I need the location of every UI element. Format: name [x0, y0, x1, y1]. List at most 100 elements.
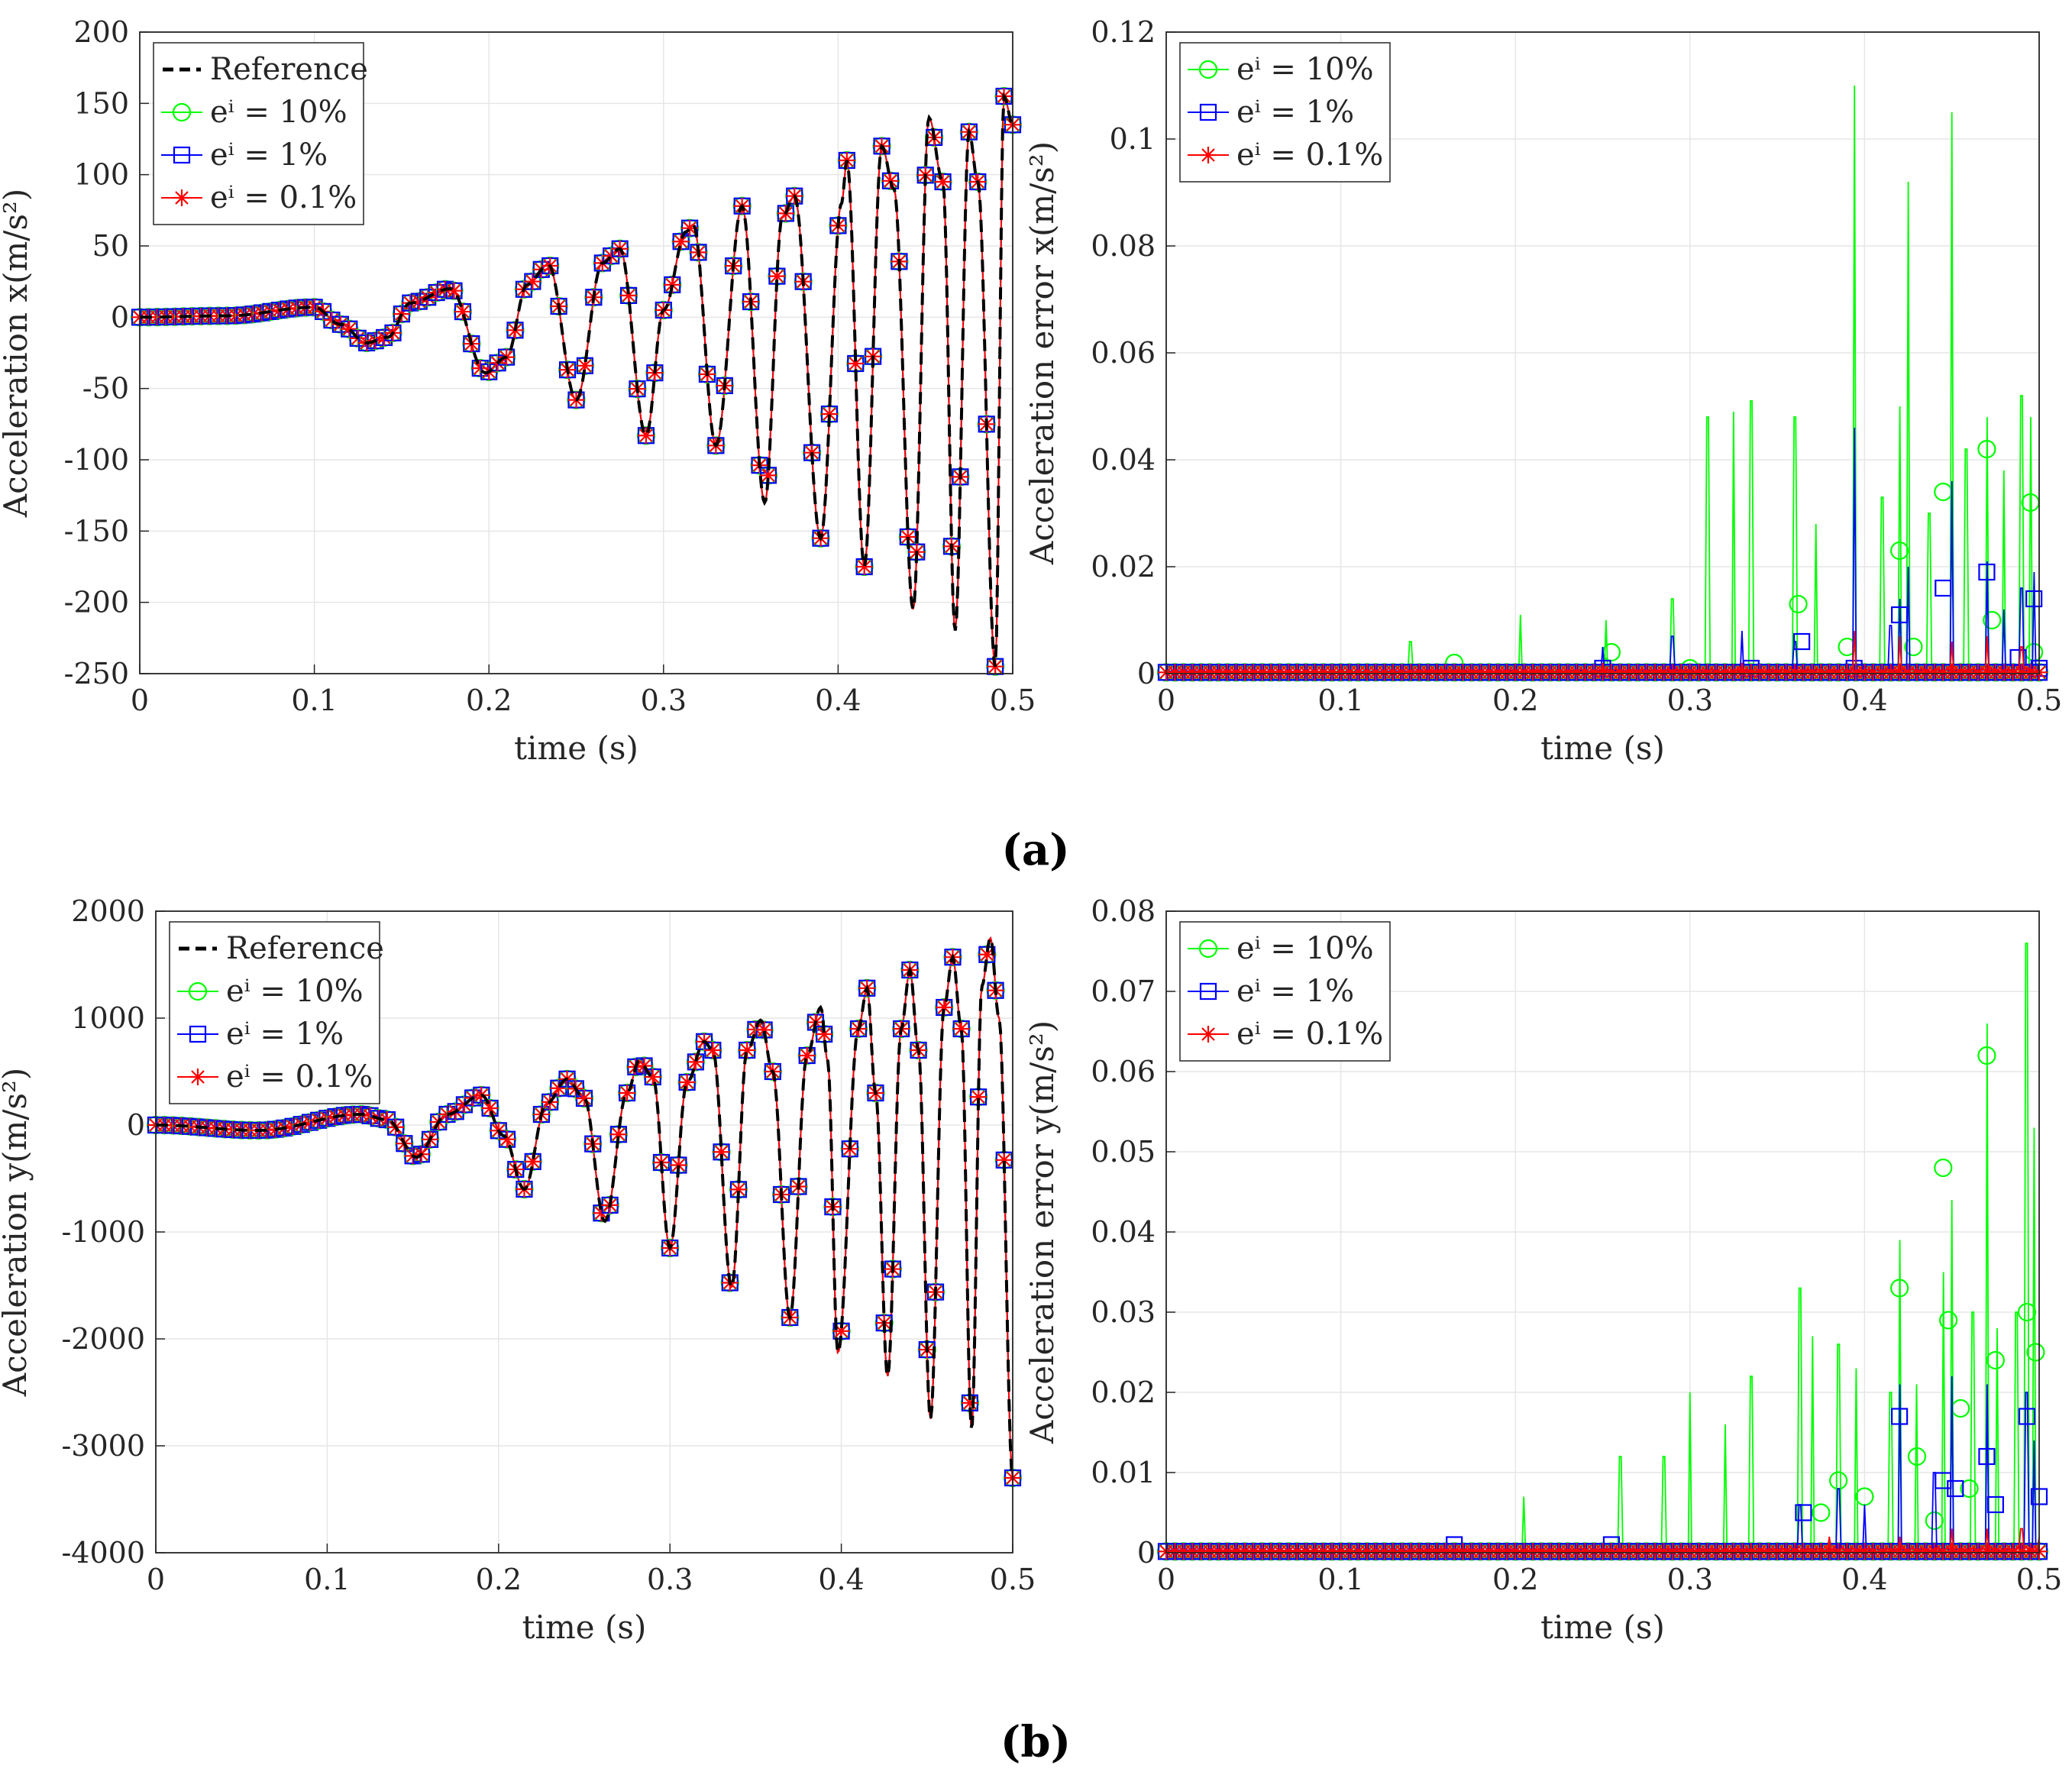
error-baseline-marker [1576, 1543, 1594, 1560]
error-marker [1978, 563, 1996, 581]
tick-label-x: 0.4 [815, 684, 861, 717]
error-baseline-marker [1184, 664, 1201, 681]
error-baseline-marker [1166, 664, 1184, 681]
error-baseline-marker [1245, 664, 1262, 681]
data-marker-01pct [739, 1042, 756, 1059]
tick-label-y: -50 [82, 372, 129, 406]
error-baseline-marker [1489, 664, 1507, 681]
error-baseline-marker [1777, 1543, 1795, 1560]
data-marker-01pct [952, 1020, 970, 1037]
error-baseline-marker [1795, 664, 1812, 681]
error-baseline-marker [1324, 1543, 1341, 1560]
error-baseline-marker [1253, 664, 1271, 681]
error-baseline-marker [1541, 664, 1559, 681]
error-baseline-marker [1760, 664, 1777, 681]
legend-marker [1199, 103, 1217, 121]
error-baseline-marker [1655, 1543, 1673, 1560]
data-marker-01pct [681, 219, 699, 237]
tick-label-x: 0.5 [990, 684, 1036, 717]
error-baseline-marker [1472, 664, 1489, 681]
y-axis-label: Acceleration error y(m/s²) [1023, 1020, 1061, 1444]
y-axis-label: Acceleration error x(m/s²) [1023, 141, 1061, 565]
error-baseline-marker [1708, 1543, 1725, 1560]
error-marker [1904, 637, 1923, 657]
data-marker-01pct [410, 293, 428, 310]
error-baseline-marker [1375, 664, 1393, 681]
error-baseline-marker [1864, 1543, 1882, 1560]
error-baseline-marker [2022, 664, 2039, 681]
error-baseline-marker [1803, 664, 1821, 681]
error-baseline-marker [1830, 1543, 1847, 1560]
error-baseline-marker [1786, 1543, 1803, 1560]
error-baseline-marker [1891, 664, 1909, 681]
error-baseline-marker [1437, 1543, 1454, 1560]
y-axis-label: Acceleration y(m/s²) [0, 1068, 34, 1398]
tick-label-x: 0.5 [990, 1563, 1036, 1596]
error-baseline-marker [1873, 1543, 1891, 1560]
error-baseline-marker [1917, 664, 1935, 681]
error-baseline-marker [1524, 664, 1542, 681]
error-baseline-marker [1428, 664, 1446, 681]
error-baseline-marker [1699, 664, 1716, 681]
legend-entry: eⁱ = 1% [226, 1017, 344, 1052]
tick-label-y: 0.05 [1091, 1135, 1156, 1169]
error-baseline-marker [1969, 1543, 1986, 1560]
error-baseline-marker [1716, 1543, 1734, 1560]
error-baseline-marker [1306, 1543, 1324, 1560]
tick-label-y: 0.02 [1091, 550, 1156, 584]
tick-label-y: -4000 [61, 1536, 145, 1570]
error-baseline-marker [1830, 664, 1847, 681]
error-baseline-marker [1175, 664, 1192, 681]
error-baseline-marker [1454, 1543, 1472, 1560]
data-marker-01pct [664, 276, 681, 293]
error-baseline-marker [1480, 664, 1498, 681]
error-baseline-marker [1795, 1543, 1812, 1560]
data-marker-01pct [305, 299, 323, 316]
error-baseline-marker [1943, 1543, 1960, 1560]
error-baseline-marker [1507, 664, 1524, 681]
legend-box [169, 921, 380, 1104]
error-marker [1890, 541, 1909, 561]
error-baseline-marker [1777, 664, 1795, 681]
legend-entry: eⁱ = 1% [1236, 95, 1354, 130]
error-baseline-marker [1236, 1543, 1253, 1560]
error-baseline-marker [1935, 1543, 1952, 1560]
legend-marker [189, 1025, 207, 1043]
error-baseline-marker [1637, 664, 1655, 681]
error-baseline-marker [1280, 1543, 1298, 1560]
series-line-reference [156, 934, 1014, 1479]
data-marker-01pct [428, 284, 445, 302]
data-marker-01pct [637, 427, 655, 445]
error-marker [1939, 1311, 1958, 1330]
tick-label-x: 0.4 [1841, 1563, 1887, 1596]
error-baseline-marker [1751, 664, 1769, 681]
error-baseline-marker [1952, 1543, 1970, 1560]
error-baseline-marker [1271, 664, 1288, 681]
error-baseline-marker [1838, 1543, 1856, 1560]
error-baseline-marker [1280, 664, 1298, 681]
error-baseline-marker [1297, 664, 1314, 681]
error-baseline-marker [1864, 664, 1882, 681]
data-marker-01pct [995, 1151, 1013, 1169]
error-baseline-marker [2004, 664, 2022, 681]
error-baseline-marker [1594, 664, 1611, 681]
legend-entry: eⁱ = 0.1% [1236, 137, 1383, 173]
error-baseline-marker [1446, 1543, 1463, 1560]
data-marker-01pct [978, 946, 996, 963]
tick-label-y: 0.04 [1091, 1215, 1156, 1249]
tick-label-y: -3000 [61, 1429, 145, 1463]
error-marker [2026, 1343, 2045, 1362]
error-baseline-marker [1454, 664, 1472, 681]
error-baseline-marker [1673, 664, 1690, 681]
data-marker-01pct [620, 286, 638, 304]
error-marker [1891, 606, 1909, 624]
tick-label-y: 0.08 [1091, 229, 1156, 263]
data-marker-01pct [576, 357, 593, 374]
error-baseline-marker [1663, 664, 1681, 681]
error-marker [2025, 590, 2043, 608]
error-marker [1793, 632, 1811, 651]
error-baseline-marker [1734, 664, 1751, 681]
error-baseline-marker [1550, 1543, 1568, 1560]
error-baseline-marker [1681, 1543, 1699, 1560]
error-baseline-marker [1873, 664, 1891, 681]
